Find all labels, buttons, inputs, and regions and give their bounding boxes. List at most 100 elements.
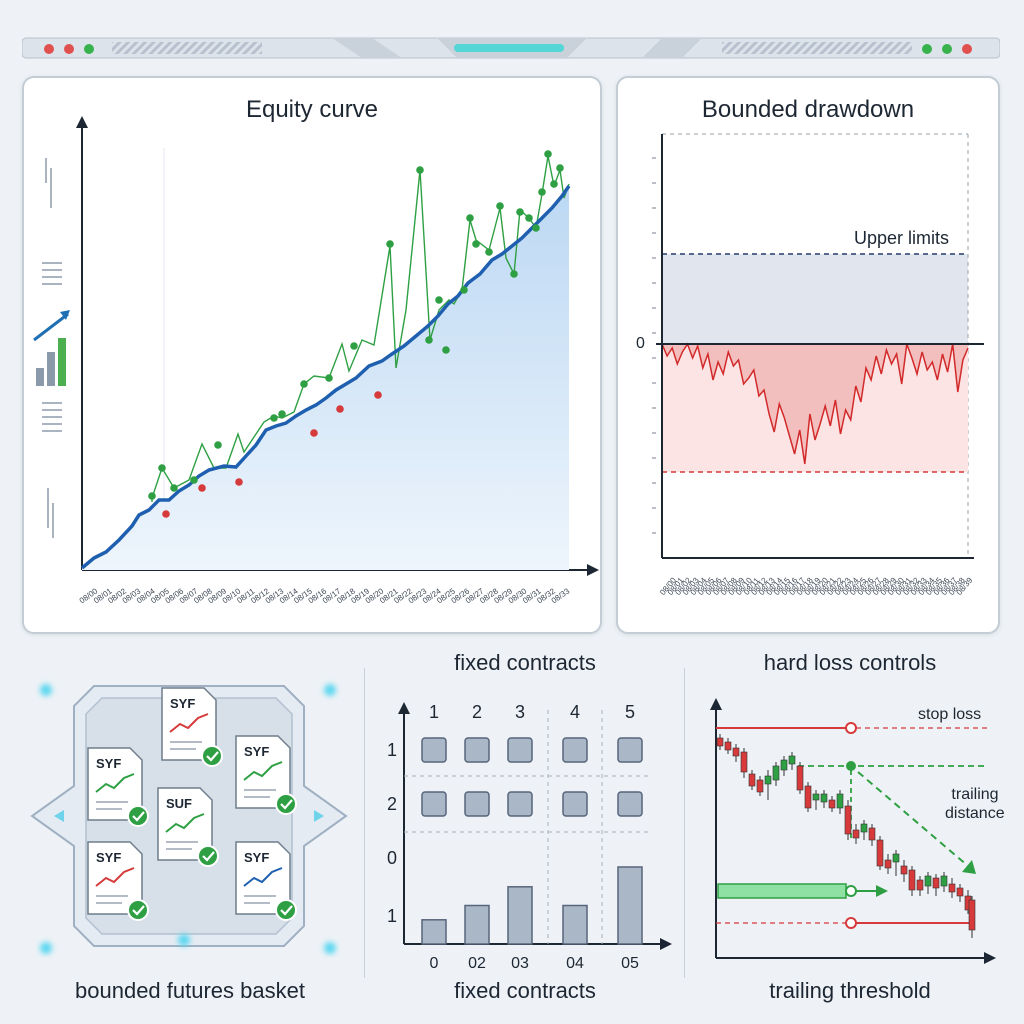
- divider-1: [364, 668, 365, 978]
- candle-body-0: [716, 737, 724, 747]
- contract-box-0-2: [507, 737, 533, 763]
- contract-bar-2: [507, 886, 533, 945]
- equity-up-marker-16: [466, 214, 474, 222]
- equity-up-marker-2: [170, 484, 178, 492]
- contract-box-1-0: [421, 791, 447, 817]
- loss-title: hard loss controls: [763, 650, 937, 675]
- equity-up-marker-22: [525, 214, 533, 222]
- equity-title: Equity curve: [245, 96, 379, 123]
- contract-box-0-4: [617, 737, 643, 763]
- equity-down-marker-3: [310, 429, 318, 437]
- window-minimize-icon[interactable]: [64, 44, 74, 54]
- candle-body-21: [884, 859, 892, 869]
- contract-box-0-1: [464, 737, 490, 763]
- check-icon-4: [275, 899, 297, 921]
- contract-bar-1: [464, 904, 490, 945]
- contracts-col-label-1: 2: [472, 702, 482, 722]
- contracts-y-arrow: [398, 702, 410, 714]
- contracts-chart: 1 2 3 4 5 1 2 0 1 0 02 03 04 05: [387, 702, 672, 970]
- candle-body-15: [836, 793, 844, 809]
- doc-ticker-2: SYF: [96, 756, 121, 771]
- candle-body-4: [748, 773, 756, 787]
- loss-x-arrow: [984, 952, 996, 964]
- drawdown-line: [661, 342, 969, 465]
- doc-trend-0: [169, 713, 209, 733]
- contracts-title: fixed contracts: [454, 650, 596, 675]
- divider-2: [684, 668, 685, 978]
- window-status-red-icon: [962, 44, 972, 54]
- contract-bar-0: [421, 919, 447, 945]
- candle-body-28: [940, 875, 948, 887]
- equity-up-marker-27: [556, 164, 564, 172]
- candle-body-8: [780, 759, 788, 771]
- equity-panel: Equity curve 08/00 08/01 08/02 08/03 08/04 08…: [22, 76, 602, 634]
- contract-box-0-3: [562, 737, 588, 763]
- contract-bar-4: [617, 866, 643, 945]
- trailing-bar-arrow: [876, 885, 888, 897]
- doc-ticker-3: SUF: [166, 796, 192, 811]
- check-icon-2: [127, 805, 149, 827]
- zero-label: 0: [636, 335, 645, 352]
- equity-x-arrow: [587, 564, 599, 576]
- equity-line: [80, 184, 571, 570]
- contract-box-1-3: [562, 791, 588, 817]
- basket-doc-1: SYF: [235, 735, 297, 815]
- equity-up-marker-4: [214, 441, 222, 449]
- equity-down-marker-1: [198, 484, 206, 492]
- check-icon-0: [201, 745, 223, 767]
- candle-body-10: [796, 765, 804, 791]
- equity-up-marker-23: [532, 224, 540, 232]
- contracts-col-label-0: 1: [429, 702, 439, 722]
- window-close-icon[interactable]: [44, 44, 54, 54]
- check-mark-2: [132, 811, 145, 822]
- candle-body-1: [724, 741, 732, 751]
- basket-caption: bounded futures basket: [75, 978, 305, 1003]
- basket-doc-4: SYF: [235, 841, 297, 921]
- doc-ticker-4: SYF: [244, 850, 269, 865]
- contracts-x-label-4: 05: [621, 955, 639, 970]
- equity-volatility-line: [151, 155, 570, 502]
- equity-up-marker-5: [270, 414, 278, 422]
- loss-chart: [710, 698, 996, 964]
- candle-body-7: [772, 765, 780, 781]
- stop-loss-label: stop loss: [918, 706, 982, 723]
- check-mark-5: [132, 905, 145, 916]
- contract-box-1-2: [507, 791, 533, 817]
- candle-body-14: [828, 799, 836, 809]
- candle-body-13: [820, 793, 828, 803]
- basket-doc-0: SYF: [161, 687, 223, 767]
- trailing-diagonal-arrow: [962, 860, 976, 874]
- trailing-bar: [717, 883, 847, 899]
- doc-ticker-1: SYF: [244, 744, 269, 759]
- equity-up-marker-8: [325, 374, 333, 382]
- contracts-x-label-2: 03: [511, 955, 529, 970]
- equity-up-marker-0: [148, 492, 156, 500]
- drawdown-panel: Bounded drawdown 08/00 08/01 08/02 08/03 08/…: [616, 76, 1000, 634]
- equity-up-marker-9: [350, 342, 358, 350]
- equity-down-marker-5: [374, 391, 382, 399]
- check-mark-0: [206, 751, 219, 762]
- equity-chart: 08/0008/0108/0208/0308/0408/0508/0608/07…: [33, 116, 599, 605]
- equity-up-marker-13: [435, 296, 443, 304]
- distance-label: distance: [945, 805, 1005, 822]
- equity-y-arrow: [76, 116, 88, 128]
- doc-trend-1: [243, 761, 283, 781]
- trailing-bar-node: [845, 885, 857, 897]
- trailing-label: trailing: [951, 786, 999, 803]
- window-status-green-icon: [922, 44, 932, 54]
- window-maximize-icon[interactable]: [84, 44, 94, 54]
- growth-chart-icon: [33, 310, 70, 386]
- check-mark-1: [280, 799, 293, 810]
- basket-doc-5: SYF: [87, 841, 149, 921]
- candle-body-19: [868, 827, 876, 841]
- candle-body-26: [924, 875, 932, 887]
- check-icon-5: [127, 899, 149, 921]
- doc-trend-4: [243, 867, 283, 887]
- candle-body-25: [916, 879, 924, 891]
- contracts-row-label-2: 0: [387, 848, 397, 868]
- equity-up-marker-24: [538, 188, 546, 196]
- candle-body-20: [876, 839, 884, 867]
- equity-down-marker-4: [336, 405, 344, 413]
- candle-body-30: [956, 887, 964, 897]
- candle-body-3: [740, 751, 748, 773]
